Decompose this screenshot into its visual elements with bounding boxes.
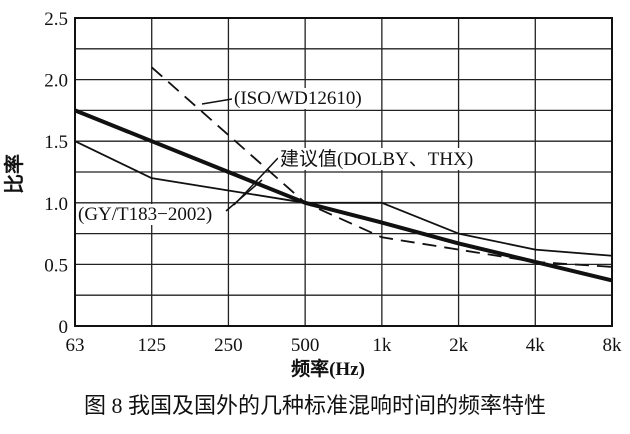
label-background [76,204,215,225]
series-line-thin [74,140,613,257]
series-lines [74,66,613,283]
x-tick-label: 8k [603,335,623,356]
label-background [278,148,476,170]
y-axis-label: 比率 [2,154,26,194]
callout-leader-iso [201,98,233,105]
series-line-dashed [151,66,613,268]
x-tick-labels: 63 125 250 500 1k 2k 4k 8k [66,335,623,356]
y-tick-label: 1.5 [44,132,68,153]
x-tick-label: 2k [449,335,469,356]
series-line-bold [74,108,613,283]
x-tick-label: 250 [214,335,243,356]
plot-frame [74,17,613,327]
y-tick-labels: 0 0.5 1.0 1.5 2.0 2.5 [44,9,68,338]
y-tick-label: 0 [59,317,69,338]
series-label-iso: (ISO/WD12610) [234,88,362,109]
y-tick-label: 2.5 [44,9,68,30]
figure-caption: 图 8 我国及国外的几种标准混响时间的频率特性 [84,393,546,418]
y-tick-label: 1.0 [44,194,68,215]
callout-leader-gy [225,179,263,212]
series-label-gy: (GY/T183−2002) [78,204,212,225]
x-tick-label: 125 [137,335,166,356]
x-axis-label: 频率(Hz) [291,357,365,380]
x-tick-label: 63 [66,335,85,356]
grid [75,18,612,326]
x-tick-label: 4k [526,335,546,356]
y-tick-label: 2.0 [44,71,68,92]
x-tick-label: 500 [291,335,320,356]
callouts [201,98,279,212]
label-background [232,88,364,109]
x-tick-label: 1k [372,335,392,356]
series-label-dolby: 建议值(DOLBY、THX) [280,148,473,170]
y-tick-label: 0.5 [44,255,68,276]
